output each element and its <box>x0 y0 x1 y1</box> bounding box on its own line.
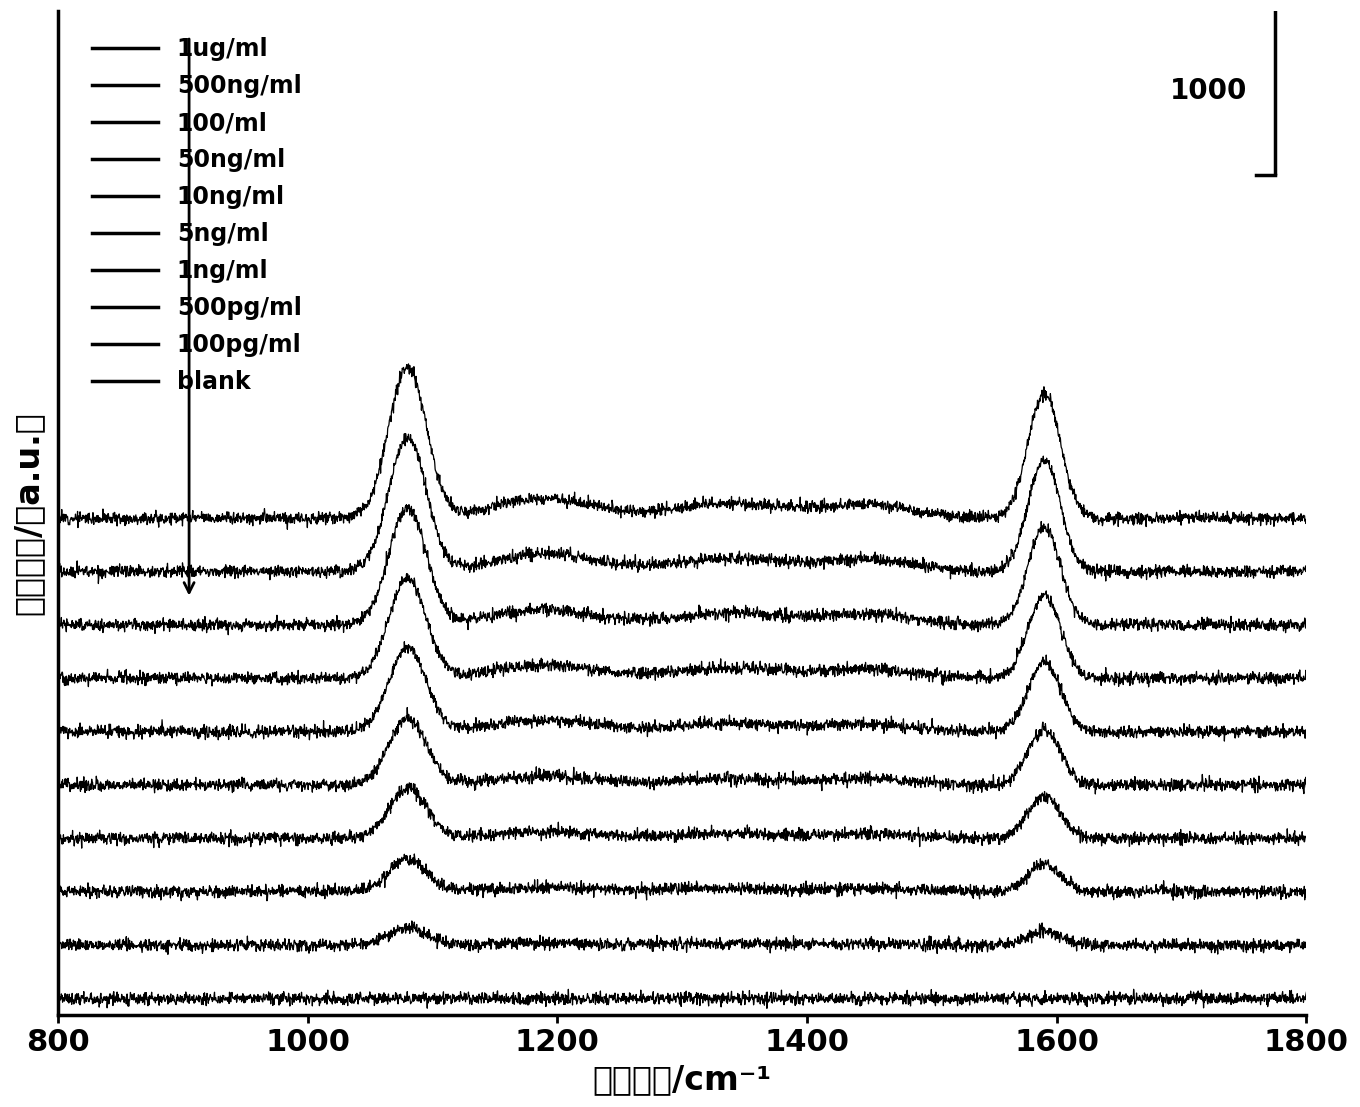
Legend: 1ug/ml, 500ng/ml, 100/ml, 50ng/ml, 10ng/ml, 5ng/ml, 1ng/ml, 500pg/ml, 100pg/ml, : 1ug/ml, 500ng/ml, 100/ml, 50ng/ml, 10ng/… <box>83 28 311 404</box>
Text: 1000: 1000 <box>1171 77 1247 105</box>
Y-axis label: 拉曼强度/（a.u.）: 拉曼强度/（a.u.） <box>11 411 44 615</box>
X-axis label: 拉曼位移/cm⁻¹: 拉曼位移/cm⁻¹ <box>593 1063 771 1096</box>
